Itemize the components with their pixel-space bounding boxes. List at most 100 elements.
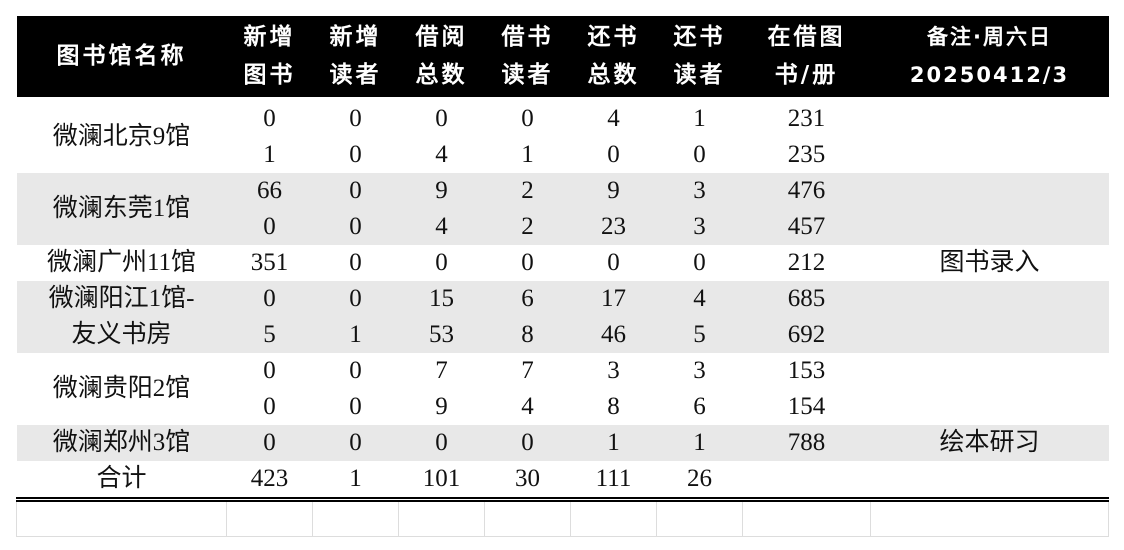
value-cell: 7	[521, 357, 534, 384]
value-cell: 0	[693, 141, 706, 168]
value-cell: 23	[570, 209, 657, 245]
value-cell: 0	[263, 357, 276, 384]
table-row: 微澜广州11馆 351 0 0 0 0 0 212 图书录入	[17, 245, 1109, 281]
library-name-cell: 微澜郑州3馆	[16, 425, 227, 461]
table-row: 0 0 4 2 23 3 457	[17, 209, 1109, 245]
note-cell	[871, 101, 1109, 173]
value-cell: 1	[312, 317, 399, 353]
value-cell: 0	[349, 357, 362, 384]
table-row: 5 1 53 8 46 5 692	[17, 317, 1109, 353]
value-cell: 1	[656, 425, 743, 461]
total-value: 30	[484, 461, 571, 502]
empty-cell	[870, 499, 1109, 537]
library-name-cell: 微澜东莞1馆	[16, 173, 227, 245]
value-cell: 3	[693, 357, 706, 384]
value-cell: 0	[226, 281, 313, 317]
value-cell: 66	[226, 173, 313, 209]
value-cell: 15	[398, 281, 485, 317]
total-label: 合计	[16, 461, 227, 502]
value-cell: 7	[435, 357, 448, 384]
value-cell: 0	[349, 141, 362, 168]
value-cell: 4	[656, 281, 743, 317]
value-cell: 46	[570, 317, 657, 353]
column-header: 新增 图书	[226, 16, 313, 97]
empty-cell	[226, 499, 313, 537]
value-cell: 4	[521, 393, 534, 420]
value-cell: 1	[263, 141, 276, 168]
value-cell: 0	[312, 281, 399, 317]
value-cell: 6	[484, 281, 571, 317]
empty-row	[16, 499, 1109, 537]
value-cell: 0	[521, 105, 534, 132]
total-row: 合计 423 1 101 30 111 26	[16, 461, 1109, 502]
table-row: 微澜东莞1馆 66 0 9 2 9 3 476	[16, 173, 1109, 245]
value-cell: 4	[398, 209, 485, 245]
value-cell: 9	[398, 173, 485, 209]
value-cell: 0	[521, 249, 534, 276]
value-cell: 4	[435, 141, 448, 168]
value-cell: 17	[570, 281, 657, 317]
header-row: 图书馆名称 新增 图书 新增 读者 借阅 总数 借书 读者 还书 总数 还书 读者 在借图 书/册 备注·周六…	[16, 16, 1109, 97]
table-row: 1 0 4 1 0 0 235	[17, 137, 1109, 173]
value-cell: 8	[607, 393, 620, 420]
value-cell: 0	[312, 173, 399, 209]
value-cell: 3	[607, 357, 620, 384]
column-header: 借阅 总数	[398, 16, 485, 97]
value-cell: 235	[787, 141, 826, 168]
value-cell: 0	[435, 105, 448, 132]
total-value: 101	[398, 461, 485, 502]
value-cell: 685	[742, 281, 871, 317]
table-row: 微澜郑州3馆 0 0 0 0 1 1 788 绘本研习	[16, 425, 1109, 461]
note-cell	[871, 353, 1109, 425]
value-cell: 692	[742, 317, 871, 353]
total-value	[742, 461, 871, 502]
column-header: 还书 总数	[570, 16, 657, 97]
empty-cell	[398, 499, 485, 537]
value-cell: 2	[484, 173, 571, 209]
column-header: 在借图 书/册	[742, 16, 871, 97]
table-row: 微澜北京9馆 0 0 0 0 4 1 231	[17, 101, 1109, 150]
value-cell: 1	[693, 105, 706, 132]
library-name-cell: 微澜北京9馆	[52, 123, 191, 150]
note-cell	[870, 281, 1109, 353]
value-cell: 9	[570, 173, 657, 209]
value-cell: 0	[349, 393, 362, 420]
note-cell	[870, 173, 1109, 245]
empty-cell	[16, 499, 227, 537]
value-cell: 3	[656, 173, 743, 209]
value-cell: 0	[349, 249, 362, 276]
value-cell: 0	[312, 425, 399, 461]
value-cell: 53	[398, 317, 485, 353]
value-cell: 0	[398, 425, 485, 461]
value-cell: 0	[484, 425, 571, 461]
value-cell: 9	[435, 393, 448, 420]
value-cell: 0	[263, 105, 276, 132]
value-cell: 1	[521, 141, 534, 168]
value-cell: 2	[484, 209, 571, 245]
value-cell: 0	[226, 425, 313, 461]
value-cell: 0	[349, 105, 362, 132]
value-cell: 0	[607, 141, 620, 168]
empty-cell	[570, 499, 657, 537]
table-row: 微澜阳江1馆- 友义书房 0 0 15 6 17 4 685	[16, 281, 1109, 353]
value-cell: 788	[742, 425, 871, 461]
value-cell: 153	[787, 357, 826, 384]
value-cell: 6	[693, 393, 706, 420]
value-cell: 5	[656, 317, 743, 353]
value-cell: 8	[484, 317, 571, 353]
value-cell: 231	[787, 105, 826, 132]
column-header: 新增 读者	[312, 16, 399, 97]
column-header: 还书 读者	[656, 16, 743, 97]
library-name-cell: 微澜阳江1馆- 友义书房	[16, 281, 227, 353]
value-cell: 1	[570, 425, 657, 461]
total-value	[870, 461, 1109, 502]
column-header: 借书 读者	[484, 16, 571, 97]
column-header: 图书馆名称	[16, 16, 227, 97]
value-cell: 212	[787, 249, 826, 276]
value-cell: 4	[607, 105, 620, 132]
library-stats-table: 图书馆名称 新增 图书 新增 读者 借阅 总数 借书 读者 还书 总数 还书 读者 在借图 书/册 备注·周六…	[16, 16, 1109, 537]
value-cell: 0	[263, 393, 276, 420]
library-name-cell: 微澜贵阳2馆	[52, 375, 191, 402]
empty-cell	[312, 499, 399, 537]
library-name-cell: 微澜广州11馆	[46, 249, 197, 276]
